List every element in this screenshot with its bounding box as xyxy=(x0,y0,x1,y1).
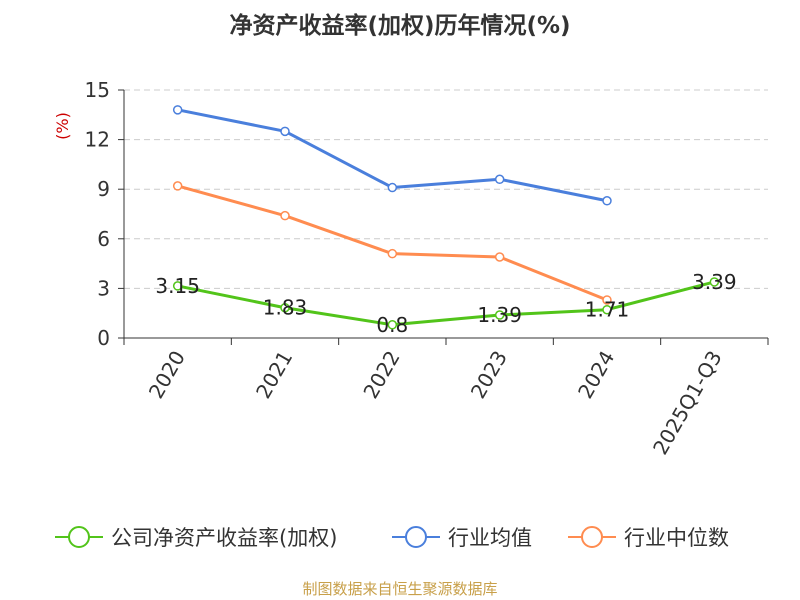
x-tick-label: 2021 xyxy=(251,347,297,403)
series-0-point xyxy=(172,281,183,291)
series-2-point xyxy=(172,181,183,191)
source-footer: 制图数据来自恒生聚源数据库 xyxy=(302,580,497,598)
series-1-point xyxy=(280,126,290,137)
series-1-point xyxy=(602,196,612,206)
series-2-point xyxy=(280,210,290,221)
data-label: 3.15 xyxy=(155,274,200,298)
data-label: 1.39 xyxy=(477,303,522,327)
data-label: 0.8 xyxy=(376,313,408,337)
legend-marker-2 xyxy=(581,526,603,548)
legend-marker-0 xyxy=(68,526,90,548)
grid-lines xyxy=(124,89,768,289)
series xyxy=(172,105,720,330)
x-tick-label: 2020 xyxy=(144,347,190,403)
data-label: 1.71 xyxy=(585,298,630,322)
legend-label-1: 行业均值 xyxy=(448,526,532,550)
series-0-point xyxy=(280,302,290,313)
series-2-point xyxy=(387,248,398,259)
series-0-point xyxy=(387,320,398,330)
series-1-point xyxy=(494,174,505,185)
y-tick-label: 15 xyxy=(85,78,110,102)
y-tick-label: 9 xyxy=(97,177,110,201)
series-0-point xyxy=(494,310,505,320)
x-tick-label: 2023 xyxy=(466,346,512,402)
legend: 公司净资产收益率(加权) 行业均值 行业中位数 xyxy=(55,526,729,550)
legend-marker-1 xyxy=(405,526,427,548)
series-2-point xyxy=(602,295,612,305)
y-tick-label: 0 xyxy=(97,326,110,350)
series-1-point xyxy=(387,182,398,193)
series-line-2 xyxy=(177,184,608,302)
chart-title: 净资产收益率(加权)历年情况(%) xyxy=(229,12,570,39)
y-tick-label: 3 xyxy=(97,276,110,300)
data-label: 3.39 xyxy=(692,270,737,294)
series-1-point xyxy=(172,105,183,115)
series-0-point xyxy=(602,304,612,315)
y-axis-label: (%) xyxy=(53,112,72,140)
x-tick-label: 2024 xyxy=(573,347,619,403)
x-tick-label: 2025Q1-Q3 xyxy=(648,347,727,459)
y-tick-label: 12 xyxy=(85,128,110,152)
series-2-point xyxy=(494,252,505,262)
y-tick-label: 6 xyxy=(97,227,110,251)
series-0-point xyxy=(709,277,720,287)
data-label: 1.83 xyxy=(263,296,308,320)
axes: 0 3 6 9 12 15 2020 2021 2022 2023 2024 2025Q1-Q3 xyxy=(85,78,769,459)
x-tick-label: 2022 xyxy=(358,347,404,403)
data-labels: 3.15 1.83 0.8 1.39 1.71 3.39 xyxy=(155,270,736,337)
legend-label-2: 行业中位数 xyxy=(624,526,729,550)
legend-label-0: 公司净资产收益率(加权) xyxy=(111,526,337,550)
series-line-0 xyxy=(177,280,715,327)
